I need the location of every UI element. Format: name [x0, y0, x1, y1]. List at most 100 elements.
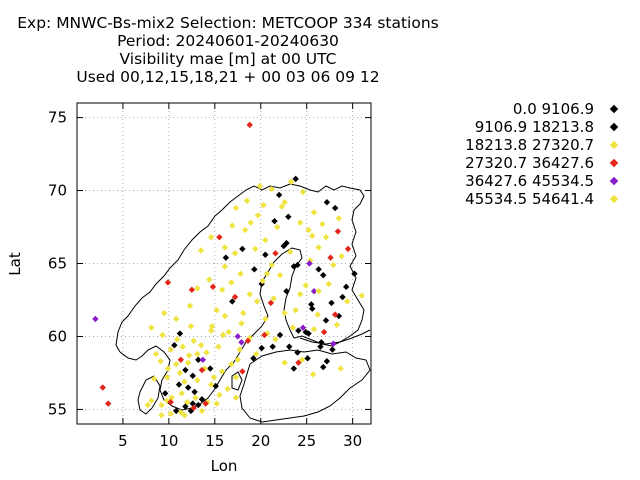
grid [77, 103, 371, 424]
data-point-series-4 [239, 368, 246, 375]
data-point-series-1 [329, 346, 336, 353]
data-point-series-1 [198, 395, 206, 403]
y-tick-label: 65 [48, 255, 67, 273]
data-point-series-4 [261, 331, 268, 339]
data-point-series-3 [158, 401, 165, 409]
data-point-series-4 [320, 328, 328, 336]
data-point-series-1 [262, 251, 269, 258]
data-point-series-3 [221, 263, 229, 270]
data-point-series-3 [260, 201, 267, 209]
data-point-series-3 [218, 286, 226, 293]
data-point-series-4 [331, 311, 339, 318]
data-point-series-1 [323, 199, 331, 206]
data-point-series-2 [290, 365, 298, 372]
data-point-series-6 [263, 270, 271, 277]
data-point-series-1 [176, 330, 184, 337]
data-point-series-1 [286, 343, 293, 350]
data-point-series-4 [177, 356, 185, 363]
x-tick-label: 25 [297, 432, 316, 450]
data-point-series-3 [289, 324, 297, 331]
chart-title: Exp: MNWC-Bs-mix2 Selection: METCOOP 334… [0, 14, 456, 86]
data-point-series-3 [225, 328, 232, 336]
data-point-series-3 [173, 315, 180, 323]
data-point-series-4 [267, 299, 275, 307]
data-point-series-3 [262, 236, 269, 244]
data-point-series-3 [335, 215, 343, 222]
data-point-series-2 [207, 365, 214, 372]
data-point-series-2 [280, 242, 287, 250]
data-point-series-1 [328, 299, 335, 307]
data-point-series-3 [208, 323, 216, 330]
data-point-series-1 [295, 327, 302, 334]
data-point-series-6 [281, 199, 288, 206]
data-point-series-3 [231, 250, 239, 257]
data-point-series-4 [164, 279, 172, 286]
data-point-series-1 [162, 390, 169, 397]
data-point-series-1 [271, 217, 278, 225]
data-point-series-3 [315, 244, 322, 251]
title-line-3: Visibility mae [m] at 00 UTC [119, 50, 337, 68]
legend-entry: 36427.6 45534.5 [465, 172, 594, 190]
data-point-series-3 [270, 295, 277, 302]
data-point-series-2 [283, 288, 290, 295]
data-point-series-3 [322, 234, 330, 241]
data-point-series-3 [243, 197, 251, 204]
data-point-series-4 [244, 337, 252, 345]
data-point-series-5 [306, 260, 313, 267]
data-point-series-3 [207, 327, 215, 334]
y-tick-label: 60 [48, 327, 67, 345]
x-tick-label: 20 [251, 432, 270, 450]
data-point-series-6 [181, 412, 188, 419]
data-point-series-3 [207, 234, 215, 241]
data-point-series-3 [150, 375, 158, 382]
data-point-series-3 [224, 385, 231, 393]
data-point-series-1 [331, 204, 339, 212]
data-point-series-6 [256, 182, 264, 190]
data-point-series-2 [318, 339, 325, 346]
data-point-series-3 [213, 306, 220, 314]
data-point-series-5 [199, 356, 207, 363]
data-point-series-1 [283, 239, 290, 247]
data-point-series-3 [252, 350, 260, 358]
data-point-series-3 [167, 410, 174, 417]
data-point-series-1 [184, 384, 192, 391]
data-point-series-3 [309, 232, 316, 239]
data-point-series-3 [184, 359, 192, 366]
coastline-baltic [239, 349, 371, 423]
data-point-series-2 [251, 266, 258, 273]
data-point-series-6 [287, 178, 295, 185]
data-point-series-6 [297, 219, 304, 226]
data-point-series-3 [309, 371, 317, 378]
data-point-series-1 [339, 293, 346, 301]
data-point-series-3 [325, 280, 332, 288]
y-tick-label: 75 [48, 109, 67, 127]
data-point-series-1 [320, 363, 327, 371]
data-point-series-3 [184, 398, 191, 406]
data-point-series-4 [209, 283, 217, 291]
data-point-series-4 [344, 245, 352, 253]
data-point-series-1 [189, 400, 196, 407]
legend-entry: 45534.5 54641.4 [465, 190, 594, 208]
data-point-series-3 [338, 253, 345, 260]
y-tick-label: 70 [48, 182, 67, 200]
data-point-series-3 [221, 312, 229, 320]
data-point-series-6 [219, 331, 227, 339]
data-point-series-3 [179, 343, 186, 350]
legend-entry: 9106.9 18213.8 [474, 118, 594, 136]
data-point-series-6 [221, 244, 229, 251]
data-point-series-3 [272, 336, 279, 343]
data-point-series-4 [295, 359, 302, 366]
data-point-series-3 [186, 302, 194, 310]
data-point-series-6 [238, 320, 245, 327]
data-point-series-1 [275, 191, 283, 199]
data-point-series-3 [286, 248, 294, 256]
y-axis-label: Lat [6, 252, 24, 276]
data-point-series-5 [234, 333, 241, 340]
data-point-series-3 [218, 368, 226, 375]
data-point-series-2 [290, 263, 298, 270]
data-point-series-3 [314, 311, 321, 318]
data-point-series-4 [105, 400, 112, 407]
data-point-series-2 [191, 388, 198, 396]
data-point-series-3 [194, 377, 201, 384]
